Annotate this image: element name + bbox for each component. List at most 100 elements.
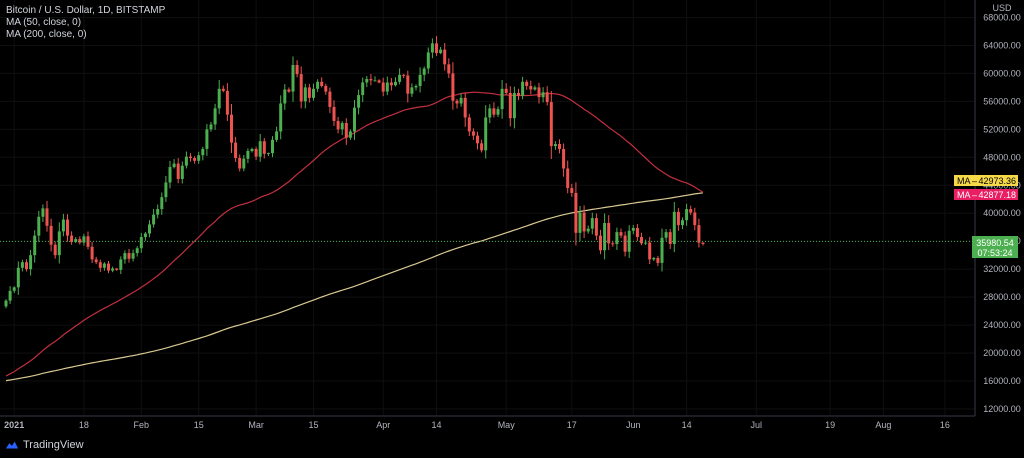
candle [176, 158, 180, 184]
candle [435, 36, 438, 56]
candle [439, 46, 443, 55]
bar-countdown: 07:53:24 [977, 248, 1012, 258]
candle [414, 84, 418, 91]
candle [127, 248, 131, 263]
candle [377, 79, 381, 84]
candle [426, 47, 430, 74]
svg-text:–: – [972, 190, 977, 200]
candle [230, 104, 233, 154]
candle [521, 76, 525, 100]
candle [385, 76, 389, 96]
candle [135, 246, 139, 257]
candle [353, 99, 356, 140]
candle [238, 154, 242, 172]
candle [221, 85, 225, 93]
candle [631, 224, 635, 235]
candle [619, 228, 623, 239]
candle [607, 215, 611, 250]
candle [291, 56, 295, 102]
candle [562, 143, 566, 177]
tradingview-logo[interactable]: TradingView [5, 439, 84, 451]
candle [357, 89, 361, 115]
time-tick-label: 17 [567, 420, 577, 430]
candle [668, 228, 672, 249]
candle [570, 183, 574, 197]
candle [361, 77, 365, 103]
candle [648, 236, 652, 265]
candle [558, 139, 561, 154]
candle [139, 232, 143, 253]
candle [307, 83, 311, 103]
candle [98, 259, 102, 272]
candle [225, 83, 229, 121]
candle [197, 151, 201, 164]
legend-ma50[interactable]: MA (50, close, 0) [6, 17, 82, 28]
candle [4, 299, 8, 309]
candle [49, 218, 53, 252]
candle [517, 88, 520, 101]
legend-ma200[interactable]: MA (200, close, 0) [6, 29, 87, 40]
candle [398, 68, 402, 85]
candle [16, 261, 20, 295]
candle [37, 210, 41, 242]
candles [4, 36, 705, 309]
candle [262, 138, 266, 159]
ma200-tag: MA – 42973.36 [954, 175, 1018, 186]
price-tick-label: 12000.00 [983, 404, 1021, 414]
price-tick-label: 64000.00 [983, 40, 1021, 50]
candle [394, 77, 397, 87]
grid [0, 0, 975, 416]
candle [107, 260, 110, 274]
currency-label: USD [992, 3, 1012, 13]
candle [258, 133, 262, 162]
candle [287, 87, 291, 93]
candle [484, 105, 488, 159]
candle [693, 207, 697, 231]
candle [525, 79, 529, 90]
price-tick-label: 48000.00 [983, 152, 1021, 162]
candle [180, 161, 184, 184]
candle [566, 160, 570, 194]
candle [152, 208, 156, 228]
legend-symbol[interactable]: Bitcoin / U.S. Dollar, 1D, BITSTAMP [6, 5, 166, 16]
candle [246, 148, 250, 164]
candle [664, 229, 668, 241]
candle [123, 250, 127, 264]
candle [25, 259, 28, 272]
tradingview-icon [5, 441, 19, 449]
candle [217, 79, 221, 115]
candle [549, 90, 553, 159]
candle [316, 79, 320, 92]
candle [205, 123, 209, 156]
candle [299, 66, 303, 109]
candle [312, 83, 315, 101]
candle [635, 224, 639, 241]
candle [496, 106, 500, 118]
candle [53, 241, 57, 259]
candle [455, 99, 459, 109]
candle [111, 266, 115, 273]
candle [184, 151, 188, 169]
price-axis[interactable]: 68000.00 64000.00 60000.00 56000.00 52000.00… [983, 12, 1021, 414]
candle [676, 207, 680, 231]
candle [156, 204, 160, 219]
candle [324, 83, 328, 95]
chart-legend[interactable]: Bitcoin / U.S. Dollar, 1D, BITSTAMP MA (… [6, 5, 165, 41]
candle [467, 113, 471, 137]
candle [70, 231, 74, 245]
candle [402, 73, 406, 79]
candle [29, 249, 33, 276]
candle [283, 84, 287, 110]
candle [504, 83, 508, 96]
time-tick-label: 2021 [4, 420, 24, 430]
time-axis[interactable]: 2021 18 Feb 15 Mar 15 Apr 14 May 17 Jun 14 Jul 19 Aug 1… [4, 420, 950, 430]
candle [295, 60, 299, 78]
candle [328, 87, 332, 114]
candle [603, 213, 607, 260]
candle [213, 103, 217, 130]
candle [86, 231, 90, 250]
candle [164, 175, 168, 202]
candle [41, 204, 45, 223]
candle [652, 256, 656, 262]
